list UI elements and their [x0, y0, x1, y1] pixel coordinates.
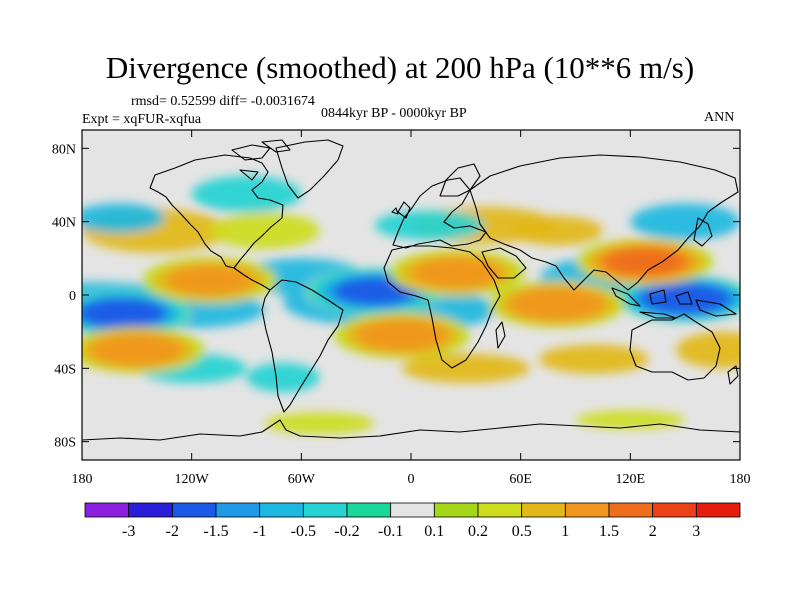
- colorbar-box: [521, 502, 566, 518]
- colorbar-box: [84, 502, 130, 518]
- field-south-atlantic-divergence: [334, 312, 470, 359]
- colorbar-box: [302, 502, 348, 518]
- field-west-pacific-maritime-divergence: [576, 238, 714, 286]
- y-tick-label: 40S: [54, 362, 76, 377]
- colorbar-label: -0.5: [291, 523, 316, 540]
- coastline-greenland: [275, 139, 344, 199]
- coastline-scandinavia: [439, 163, 481, 197]
- field-band-15: [246, 362, 320, 393]
- chart-title: Divergence (smoothed) at 200 hPa (10**6 …: [105, 50, 695, 85]
- colorbar-label: 1.5: [599, 523, 619, 540]
- coastline-south-america: [261, 279, 344, 413]
- colorbar-label: -1.5: [203, 523, 228, 540]
- field-band-18: [676, 331, 740, 369]
- colorbar-label: 0.2: [468, 523, 488, 540]
- divergence-field: [82, 175, 740, 435]
- coastlines: [82, 139, 740, 441]
- field-band-19: [264, 412, 375, 435]
- y-tick-label: 0: [69, 289, 76, 304]
- x-tick-label: 120W: [175, 472, 210, 487]
- coastline-australia: [629, 313, 721, 381]
- colorbar-box: [477, 502, 523, 518]
- x-tick-label: 60E: [509, 472, 532, 487]
- season-label: ANN: [704, 110, 735, 125]
- coastline-japan: [693, 217, 713, 247]
- y-tick-label: 80S: [54, 436, 76, 451]
- colorbar-box: [128, 502, 173, 518]
- field-band-13: [374, 210, 485, 240]
- colorbar-box: [171, 502, 217, 518]
- coastline-british-isles: [391, 201, 411, 219]
- x-tick-label: 180: [730, 472, 751, 487]
- colorbar-box: [652, 502, 697, 518]
- coastline-north-america: [149, 154, 284, 269]
- colorbar-label: 0.1: [424, 523, 444, 540]
- field-indian-ocean-divergence: [489, 280, 626, 328]
- coastline-arabia: [481, 247, 527, 279]
- colorbar-label: -3: [122, 523, 135, 540]
- field-band-8: [82, 203, 165, 233]
- colorbar-label: 3: [692, 523, 700, 540]
- field-central-pacific-convergence: [82, 289, 191, 337]
- coastline-arctic-islands: [231, 139, 291, 181]
- coastline-antarctica: [82, 419, 740, 441]
- colorbar-label: -1: [253, 523, 266, 540]
- experiment-label: Expt = xqFUR-xqfua: [82, 112, 202, 127]
- colorbar-box: [695, 502, 741, 518]
- y-tick-label: 80N: [52, 142, 76, 157]
- colorbar-box: [390, 502, 435, 518]
- coastline-central-america: [233, 267, 271, 291]
- colorbar-label: -2: [166, 523, 179, 540]
- field-band-12: [630, 203, 740, 240]
- field-band-11: [511, 216, 603, 246]
- colorbar-box: [564, 502, 610, 518]
- x-tick-label: 60W: [288, 472, 316, 487]
- field-band-17: [539, 344, 649, 374]
- colorbar-label: 0.5: [512, 523, 532, 540]
- colorbar-box: [259, 502, 304, 518]
- coastline-indonesia: [611, 287, 693, 319]
- field-south-pacific-divergence: [82, 326, 205, 374]
- coastline-europe: [392, 177, 487, 249]
- field-east-pacific-divergence: [142, 257, 278, 304]
- colorbar-label: 1: [561, 523, 569, 540]
- coastline-africa: [383, 245, 501, 369]
- period-label: 0844kyr BP - 0000kyr BP: [321, 106, 467, 121]
- field-africa-divergence: [389, 249, 525, 297]
- field-band-7: [209, 212, 320, 250]
- field-band-16: [401, 353, 530, 383]
- coastline-asia: [469, 154, 739, 291]
- x-tick-label: 180: [72, 472, 93, 487]
- x-tick-label: 0: [408, 472, 415, 487]
- rmsd-diff-text: rmsd= 0.52599 diff= -0.0031674: [131, 94, 315, 109]
- colorbar-box: [433, 502, 479, 518]
- y-tick-label: 40N: [52, 216, 76, 231]
- colorbar-label: 2: [649, 523, 657, 540]
- colorbar-box: [608, 502, 654, 518]
- x-tick-label: 120E: [616, 472, 646, 487]
- colorbar: -3 -2 -1.5 -1 -0.5 -0.2 -0.1 0.1 0.2 0.5 1 1.5 2 3: [84, 502, 741, 540]
- coastline-new-guinea: [695, 299, 737, 317]
- colorbar-label: -0.1: [378, 523, 403, 540]
- colorbar-box: [346, 502, 392, 518]
- colorbar-box: [215, 502, 261, 518]
- field-band-9: [191, 175, 302, 213]
- map-axes: 180 120W 60W 0 60E 120E 180 80N 40N 0 40S 80S: [52, 130, 751, 487]
- colorbar-label: -0.2: [334, 523, 359, 540]
- field-west-pacific-convergence: [616, 275, 740, 323]
- coastline-madagascar: [495, 321, 506, 349]
